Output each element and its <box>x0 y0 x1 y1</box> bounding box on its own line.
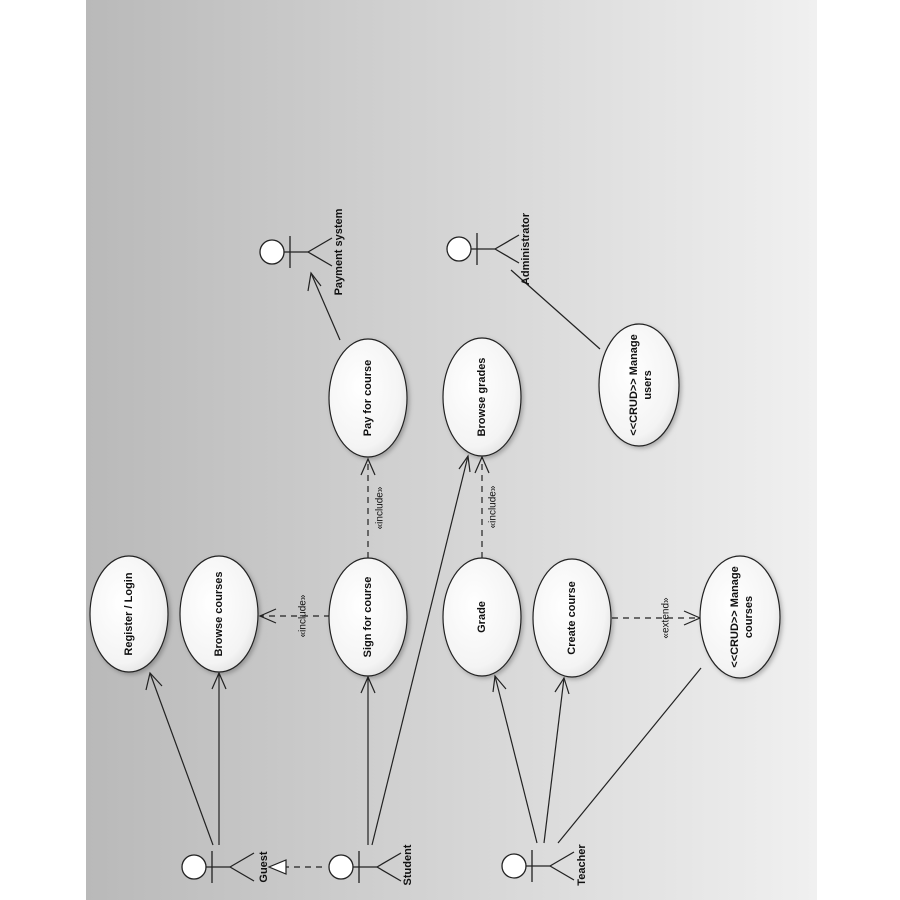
admin-manage-users-line <box>510 269 601 350</box>
teacher-grade-line <box>494 675 538 844</box>
actor-label-teacher: Teacher <box>576 844 588 886</box>
use-case-sign-for-course <box>328 557 408 677</box>
arrowhead <box>211 671 227 690</box>
student-browse-grades-line <box>371 455 469 846</box>
use-case-label: <<CRUD>> Manage courses <box>729 566 755 667</box>
teacher-create-line <box>543 677 565 844</box>
generalization-arrowhead <box>267 859 287 875</box>
guest-register-line <box>149 672 214 846</box>
actor-head-icon <box>259 239 285 265</box>
use-case-create-course <box>532 558 612 678</box>
actor-payment-system <box>259 236 333 268</box>
use-case-label: Pay for course <box>362 360 374 436</box>
use-case-label: Browse courses <box>213 572 225 657</box>
use-case-manage-courses <box>699 555 781 679</box>
actor-teacher <box>501 850 575 882</box>
actor-head-icon <box>501 853 527 879</box>
use-case-label: <<CRUD>> Manage users <box>628 334 654 435</box>
actor-head-icon <box>181 854 207 880</box>
actor-administrator <box>446 233 520 265</box>
use-case-manage-users <box>598 323 680 447</box>
use-case-label: Browse grades <box>476 358 488 437</box>
teacher-manage-courses-line <box>557 667 702 844</box>
relation-labels: «include» «include» «include» «extend» <box>298 485 672 638</box>
pay-payment-system-line <box>310 272 341 341</box>
include-label: «include» <box>488 485 499 528</box>
actor-head-icon <box>446 236 472 262</box>
associations <box>145 269 702 875</box>
arrowhead <box>474 455 490 474</box>
include-label: «include» <box>298 594 309 637</box>
arrowhead <box>145 671 163 691</box>
actor-head-icon <box>328 854 354 880</box>
actor-guest <box>181 851 255 883</box>
use-case-grade <box>442 557 522 677</box>
arrowhead <box>360 675 376 694</box>
actor-student <box>328 851 402 883</box>
arrowhead <box>458 454 471 473</box>
use-case-label: Sign for course <box>362 577 374 658</box>
arrowhead <box>307 271 322 292</box>
actor-label-administrator: Administrator <box>520 212 532 285</box>
use-case-pay-for-course <box>328 338 408 458</box>
use-case-label: Create course <box>566 581 578 654</box>
actor-label-payment-system: Payment system <box>333 208 345 295</box>
use-case-label: Grade <box>476 601 488 633</box>
use-case-register <box>89 555 169 673</box>
arrowhead <box>554 676 570 695</box>
use-case-label: Register / Login <box>123 572 135 655</box>
arrowhead <box>258 608 277 624</box>
arrowhead <box>492 674 507 693</box>
extend-label: «extend» <box>661 597 672 639</box>
arrowhead <box>360 457 376 476</box>
diagram-canvas <box>86 0 817 900</box>
use-case-browse-grades <box>442 337 522 457</box>
actor-label-guest: Guest <box>258 851 270 883</box>
include-label: «include» <box>375 486 386 529</box>
actor-label-student: Student <box>402 844 414 885</box>
use-case-browse-courses <box>179 555 259 673</box>
